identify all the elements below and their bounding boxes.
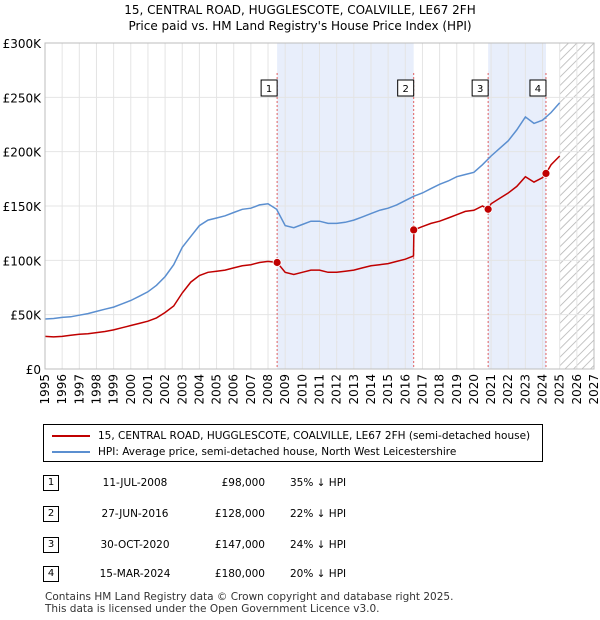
x-tick-label: 2002 (158, 374, 172, 405)
sale-point-4 (541, 168, 551, 178)
x-tick-label: 1998 (89, 374, 103, 405)
sale-date: 15-MAR-2024 (99, 568, 171, 580)
footer-copyright: Contains HM Land Registry data © Crown c… (45, 591, 454, 603)
x-tick-label: 2017 (415, 374, 429, 405)
x-tick-label: 2007 (244, 374, 258, 405)
x-tick-label: 2027 (587, 374, 600, 405)
y-tick-label: £0 (26, 363, 41, 377)
sale-hpi-diff: 20% ↓ HPI (290, 568, 347, 580)
sale-price: £147,000 (214, 539, 265, 551)
x-tick-label: 2010 (295, 374, 309, 405)
x-tick-label: 2016 (398, 374, 412, 405)
sale-point-3 (483, 204, 493, 214)
sale-hpi-diff: 22% ↓ HPI (290, 508, 347, 520)
x-tick-label: 2013 (347, 374, 361, 405)
legend-item-hpi: HPI: Average price, semi-detached house,… (52, 445, 456, 459)
hpi-series-line (45, 102, 561, 320)
sale-date: 27-JUN-2016 (101, 508, 169, 520)
x-tick-label: 2001 (141, 374, 155, 405)
x-tick-label: 2018 (433, 374, 447, 405)
y-tick-label: £200K (3, 146, 43, 160)
x-tick-label: 2012 (330, 374, 344, 405)
x-tick-label: 2020 (467, 374, 481, 405)
sale-row: 3 30-OCT-2020 £147,000 24% ↓ HPI (0, 537, 600, 555)
sale-label-box-3: 3 (471, 79, 489, 97)
sale-label-text: 3 (477, 84, 483, 95)
x-tick-label: 2014 (364, 374, 378, 405)
legend: 15, CENTRAL ROAD, HUGGLESCOTE, COALVILLE… (43, 424, 543, 462)
legend-item-property: 15, CENTRAL ROAD, HUGGLESCOTE, COALVILLE… (52, 429, 530, 443)
sale-number: 3 (43, 537, 59, 553)
x-tick-label: 2024 (536, 374, 550, 405)
sale-label-box-4: 4 (529, 79, 547, 97)
x-tick-label: 2011 (313, 374, 327, 405)
x-tick-label: 2026 (570, 374, 584, 405)
legend-swatch-property (52, 435, 90, 437)
sale-date: 11-JUL-2008 (102, 477, 168, 489)
x-tick-label: 2023 (518, 374, 532, 405)
sale-point-2 (409, 225, 419, 235)
x-tick-label: 2022 (501, 374, 515, 405)
y-tick-label: £100K (3, 254, 43, 268)
chart-title-line-2: Price paid vs. HM Land Registry's House … (128, 19, 472, 33)
x-tick-label: 2006 (227, 374, 241, 405)
x-tick-label: 1999 (107, 374, 121, 405)
sale-row: 1 11-JUL-2008 £98,000 35% ↓ HPI (0, 475, 600, 493)
x-tick-label: 2015 (381, 374, 395, 405)
legend-label-property: 15, CENTRAL ROAD, HUGGLESCOTE, COALVILLE… (98, 430, 531, 442)
sale-label-border (260, 79, 278, 97)
sale-price: £180,000 (214, 568, 265, 580)
x-tick-label: 2008 (261, 374, 275, 405)
y-tick-label: £300K (3, 37, 43, 51)
sale-price: £98,000 (221, 477, 265, 489)
y-tick-label: £150K (3, 200, 43, 214)
sale-number: 2 (43, 506, 59, 522)
sale-number: 1 (43, 475, 59, 491)
x-tick-label: 2000 (124, 374, 138, 405)
y-tick-label: £250K (3, 91, 43, 105)
sale-label-text: 4 (535, 84, 541, 95)
sale-date: 30-OCT-2020 (100, 539, 170, 551)
sale-label-box-2: 2 (397, 79, 415, 97)
legend-swatch-hpi (52, 451, 90, 453)
y-tick-label: £50K (10, 309, 42, 323)
x-tick-label: 2025 (553, 374, 567, 405)
x-tick-label: 2004 (192, 374, 206, 405)
sale-hpi-diff: 24% ↓ HPI (290, 539, 347, 551)
sale-number: 4 (43, 566, 59, 582)
plot-frame (44, 42, 595, 370)
sale-point-1 (272, 258, 282, 267)
x-tick-label: 2021 (484, 374, 498, 405)
sale-price: £128,000 (214, 508, 265, 520)
x-tick-label: 1996 (55, 374, 69, 405)
sale-row: 4 15-MAR-2024 £180,000 20% ↓ HPI (0, 566, 600, 584)
x-tick-label: 2003 (175, 374, 189, 405)
sale-label-text: 1 (266, 84, 272, 95)
sale-label-box-1: 1 (260, 79, 278, 97)
x-tick-label: 1995 (38, 374, 52, 405)
x-tick-label: 2019 (450, 374, 464, 405)
sale-row: 2 27-JUN-2016 £128,000 22% ↓ HPI (0, 506, 600, 524)
sale-hpi-diff: 35% ↓ HPI (290, 477, 347, 489)
x-tick-label: 1997 (72, 374, 86, 405)
sale-label-border (529, 79, 547, 97)
legend-label-hpi: HPI: Average price, semi-detached house,… (98, 446, 457, 458)
sale-label-text: 2 (403, 84, 409, 95)
sale-label-border (397, 79, 415, 97)
sale-label-border (471, 79, 489, 97)
x-tick-label: 2005 (210, 374, 224, 405)
x-tick-label: 2009 (278, 374, 292, 405)
footer-licence: This data is licensed under the Open Gov… (45, 603, 380, 615)
chart-title-line-1: 15, CENTRAL ROAD, HUGGLESCOTE, COALVILLE… (124, 3, 476, 17)
